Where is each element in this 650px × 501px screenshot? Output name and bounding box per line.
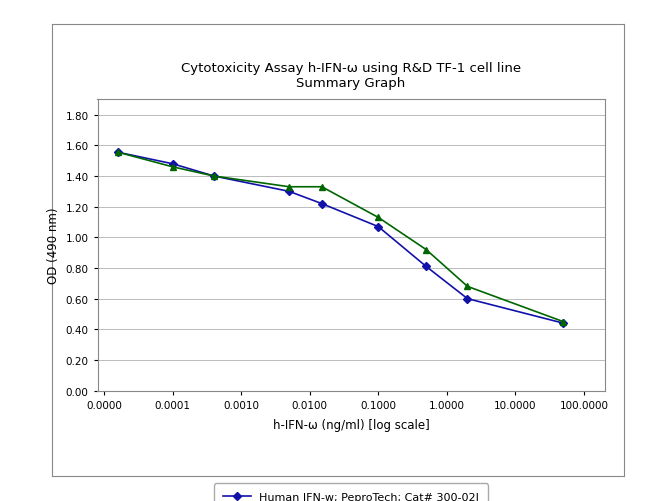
X-axis label: h-IFN-ω (ng/ml) [log scale]: h-IFN-ω (ng/ml) [log scale] (272, 418, 430, 431)
Human IFN-w; PeproTech; Cat# 300-02J (318, 201, 326, 207)
Title: Cytotoxicity Assay h-IFN-ω using R&D TF-1 cell line
Summary Graph: Cytotoxicity Assay h-IFN-ω using R&D TF-… (181, 62, 521, 89)
Human IFN-w; PeproTech; Cat# 300-02J (422, 264, 430, 270)
Line: Human IFN-w; PeproTech; Cat# 300-02J: Human IFN-w; PeproTech; Cat# 300-02J (115, 150, 566, 326)
Line: Human IFN-w; Competitor: Human IFN-w; Competitor (114, 149, 567, 326)
Human IFN-w; PeproTech; Cat# 300-02J (210, 174, 218, 180)
Human IFN-w; Competitor (285, 184, 293, 190)
Human IFN-w; PeproTech; Cat# 300-02J (374, 224, 382, 230)
Human IFN-w; PeproTech; Cat# 300-02J (463, 296, 471, 302)
Human IFN-w; Competitor (422, 247, 430, 253)
Human IFN-w; PeproTech; Cat# 300-02J (114, 150, 122, 156)
Human IFN-w; Competitor (560, 319, 567, 325)
Human IFN-w; Competitor (114, 150, 122, 156)
Human IFN-w; PeproTech; Cat# 300-02J (560, 321, 567, 327)
Human IFN-w; Competitor (463, 284, 471, 290)
Human IFN-w; Competitor (169, 164, 177, 170)
Y-axis label: OD (490 nm): OD (490 nm) (47, 207, 60, 284)
Human IFN-w; Competitor (318, 184, 326, 190)
Human IFN-w; Competitor (374, 215, 382, 221)
Human IFN-w; Competitor (210, 174, 218, 180)
Human IFN-w; PeproTech; Cat# 300-02J (169, 161, 177, 167)
Human IFN-w; PeproTech; Cat# 300-02J (285, 189, 293, 195)
Legend: Human IFN-w; PeproTech; Cat# 300-02J, Human IFN-w; Competitor: Human IFN-w; PeproTech; Cat# 300-02J, Hu… (214, 483, 488, 501)
